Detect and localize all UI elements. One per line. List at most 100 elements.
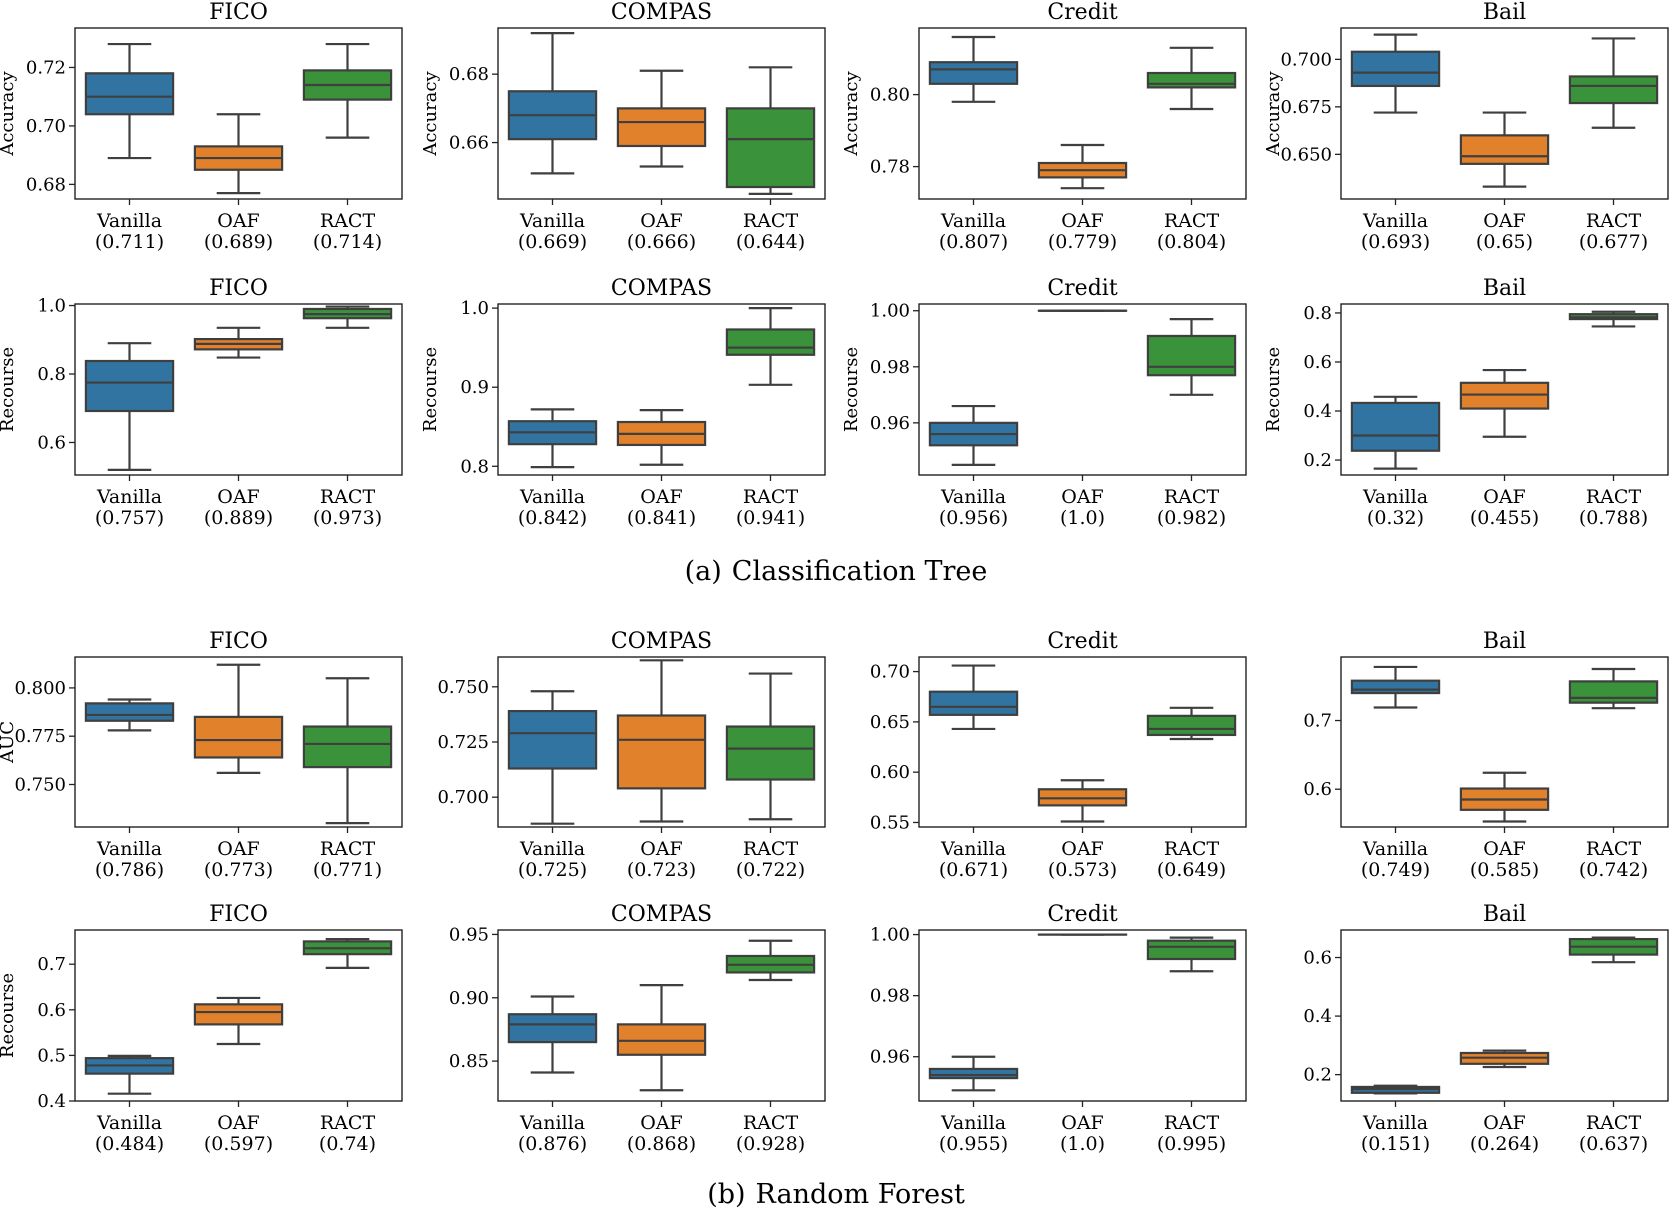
box-ract: [1146, 936, 1237, 973]
y-tick-label: 1.0: [460, 298, 489, 319]
x-tick-label: RACT: [320, 210, 376, 232]
y-tick-label: 0.700: [437, 787, 489, 808]
y-tick-label: 0.9: [460, 377, 489, 398]
y-tick-label: 0.750: [437, 677, 489, 698]
axes-frame: [918, 656, 1247, 828]
chart-panel-credit-metric: Credit 0.96 0.98 1.00 Vanilla(0.955) OAF(1.0)…: [870, 902, 1247, 1155]
panel-title: COMPAS: [611, 902, 712, 927]
x-tick-label: OAF: [640, 486, 682, 508]
axes-frame: [497, 929, 826, 1102]
mean-value-label: (0.671): [939, 859, 1008, 881]
mean-value-label: (0.788): [1579, 507, 1648, 529]
box-ract: [1146, 318, 1237, 396]
panel-title: Bail: [1483, 902, 1526, 927]
mean-value-label: (0.955): [939, 1133, 1008, 1155]
box-vanilla: [84, 698, 175, 732]
box-ract: [725, 66, 816, 195]
mean-value-label: (0.65): [1476, 231, 1533, 253]
box-iqr: [725, 107, 816, 189]
mean-value-label: (0.264): [1470, 1133, 1539, 1155]
y-axis-label: AUC: [0, 721, 18, 764]
x-tick-label: RACT: [320, 486, 376, 508]
mean-value-label: (1.0): [1060, 1133, 1105, 1155]
y-tick-label: 0.7: [1303, 711, 1332, 732]
box-ract: [725, 672, 816, 821]
caption-random-forest: (b) Random Forest: [707, 1179, 965, 1210]
x-tick-label: OAF: [1061, 486, 1103, 508]
box-vanilla: [507, 408, 598, 469]
box-vanilla: [928, 664, 1019, 731]
chart-panel-bail-metric: Bail 0.6 0.7 Vanilla(0.749) OAF(0.585) RACT(0…: [1303, 629, 1669, 881]
x-tick-label: RACT: [1164, 486, 1220, 508]
panel-title: COMPAS: [611, 0, 712, 25]
axes-frame: [74, 303, 403, 476]
y-tick-label: 0.80: [870, 85, 910, 106]
x-tick-label: OAF: [217, 1112, 259, 1134]
box-iqr: [1146, 714, 1237, 737]
x-tick-label: OAF: [217, 486, 259, 508]
x-tick-label: Vanilla: [96, 1112, 162, 1134]
y-tick-label: 1.00: [870, 301, 910, 322]
y-tick-label: 0.96: [870, 413, 910, 434]
box-iqr: [84, 72, 175, 116]
box-oaf: [1459, 771, 1550, 823]
y-tick-label: 0.95: [449, 924, 489, 945]
box-iqr: [1568, 680, 1659, 704]
mean-value-label: (0.666): [627, 231, 696, 253]
axes-frame: [74, 929, 403, 1102]
axes-frame: [918, 929, 1247, 1102]
panel-title: Credit: [1047, 276, 1117, 301]
box-vanilla: [1350, 1084, 1441, 1095]
box-oaf: [1459, 111, 1550, 188]
mean-value-label: (0.455): [1470, 507, 1539, 529]
y-tick-label: 0.700: [1280, 49, 1332, 70]
y-tick-label: 0.750: [14, 775, 66, 796]
x-tick-label: RACT: [743, 210, 799, 232]
x-tick-label: Vanilla: [940, 210, 1006, 232]
y-tick-label: 0.800: [14, 678, 66, 699]
mean-value-label: (0.868): [627, 1133, 696, 1155]
x-tick-label: Vanilla: [96, 210, 162, 232]
box-oaf: [616, 983, 707, 1092]
mean-value-label: (0.74): [319, 1133, 376, 1155]
y-tick-label: 0.90: [449, 988, 489, 1009]
x-tick-label: OAF: [217, 210, 259, 232]
x-tick-label: OAF: [640, 210, 682, 232]
box-ract: [302, 42, 393, 139]
panel-title: Credit: [1047, 629, 1117, 654]
chart-panel-fico-recourse: FICO 0.4 0.5 0.6 0.7 Recourse Vanilla(0.484) OA…: [0, 902, 403, 1155]
box-ract: [1146, 46, 1237, 111]
mean-value-label: (0.928): [736, 1133, 805, 1155]
x-tick-label: OAF: [640, 1112, 682, 1134]
mean-value-label: (0.693): [1361, 231, 1430, 253]
box-iqr: [1350, 401, 1441, 452]
x-tick-label: Vanilla: [519, 210, 585, 232]
y-axis-label: Recourse: [420, 347, 441, 432]
box-vanilla: [1350, 395, 1441, 470]
x-tick-label: RACT: [743, 1112, 799, 1134]
mean-value-label: (1.0): [1060, 507, 1105, 529]
panel-title: Bail: [1483, 629, 1526, 654]
box-iqr: [507, 1013, 598, 1044]
chart-panel-credit-metric: Credit0.550.600.650.70Vanilla(0.671)OAF(…: [870, 629, 1247, 881]
x-tick-label: Vanilla: [1362, 210, 1428, 232]
axes-frame: [1340, 929, 1669, 1102]
y-tick-label: 0.55: [870, 812, 910, 833]
x-tick-label: OAF: [1483, 1112, 1525, 1134]
x-tick-label: RACT: [1164, 1112, 1220, 1134]
box-iqr: [193, 715, 284, 759]
axes-frame: [1340, 27, 1669, 200]
chart-panel-fico-accuracy: FICO 0.68 0.70 0.72 Accuracy Vanilla(0.711) OA…: [0, 0, 403, 253]
x-tick-label: Vanilla: [1362, 838, 1428, 860]
y-tick-label: 0.725: [437, 732, 489, 753]
y-tick-label: 0.775: [14, 726, 66, 747]
box-iqr: [1146, 334, 1237, 377]
box-iqr: [1146, 71, 1237, 89]
y-tick-label: 0.5: [37, 1045, 66, 1066]
y-axis-label: Accuracy: [841, 71, 862, 157]
box-iqr: [616, 1023, 707, 1056]
box-oaf: [616, 659, 707, 823]
chart-panel-compas-accuracy: COMPAS0.660.68AccuracyVanilla(0.669)OAF(…: [420, 0, 826, 253]
axes-frame: [497, 27, 826, 200]
box-vanilla: [507, 32, 598, 175]
